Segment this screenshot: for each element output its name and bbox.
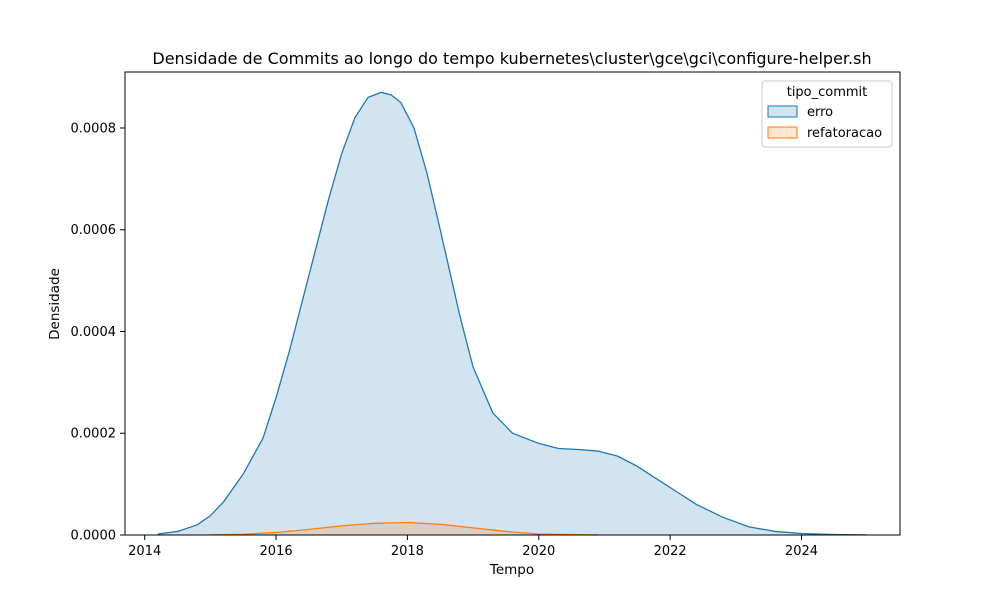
- y-axis-label: Densidade: [47, 268, 63, 340]
- legend: tipo_commit erro refatoracao: [761, 80, 893, 148]
- series-line-erro: [157, 91, 868, 536]
- y-tick-label: 0.0004: [71, 325, 117, 340]
- series-line-refatoracao: [210, 521, 598, 536]
- x-tick-label: 2022: [654, 544, 687, 559]
- x-tick-label: 2024: [785, 544, 818, 559]
- legend-label-erro: erro: [807, 105, 833, 120]
- plot-frame: [124, 71, 901, 536]
- y-axis: 0.0000 0.0002 0.0004 0.0006 0.0008: [71, 121, 125, 544]
- x-tick-label: 2020: [522, 544, 555, 559]
- y-tick-label: 0.0002: [71, 427, 117, 442]
- series-layer: [157, 91, 868, 536]
- legend-label-refatoracao: refatoracao: [807, 126, 882, 141]
- series-area-erro: [157, 92, 868, 535]
- series-area-refatoracao: [210, 522, 598, 535]
- legend-box: [761, 80, 893, 148]
- x-axis: 2014 2016 2018 2020 2022 2024: [128, 535, 818, 559]
- legend-title: tipo_commit: [787, 85, 868, 100]
- chart-title: Densidade de Commits ao longo do tempo k…: [152, 49, 871, 68]
- legend-swatch-refatoracao: [767, 126, 798, 139]
- y-tick-label: 0.0000: [71, 529, 117, 544]
- legend-swatch-erro: [767, 105, 798, 118]
- x-tick-label: 2018: [391, 544, 424, 559]
- y-tick-label: 0.0006: [71, 223, 117, 238]
- x-axis-label: Tempo: [489, 562, 534, 578]
- x-tick-label: 2016: [260, 544, 293, 559]
- y-tick-label: 0.0008: [71, 121, 117, 136]
- x-tick-label: 2014: [128, 544, 161, 559]
